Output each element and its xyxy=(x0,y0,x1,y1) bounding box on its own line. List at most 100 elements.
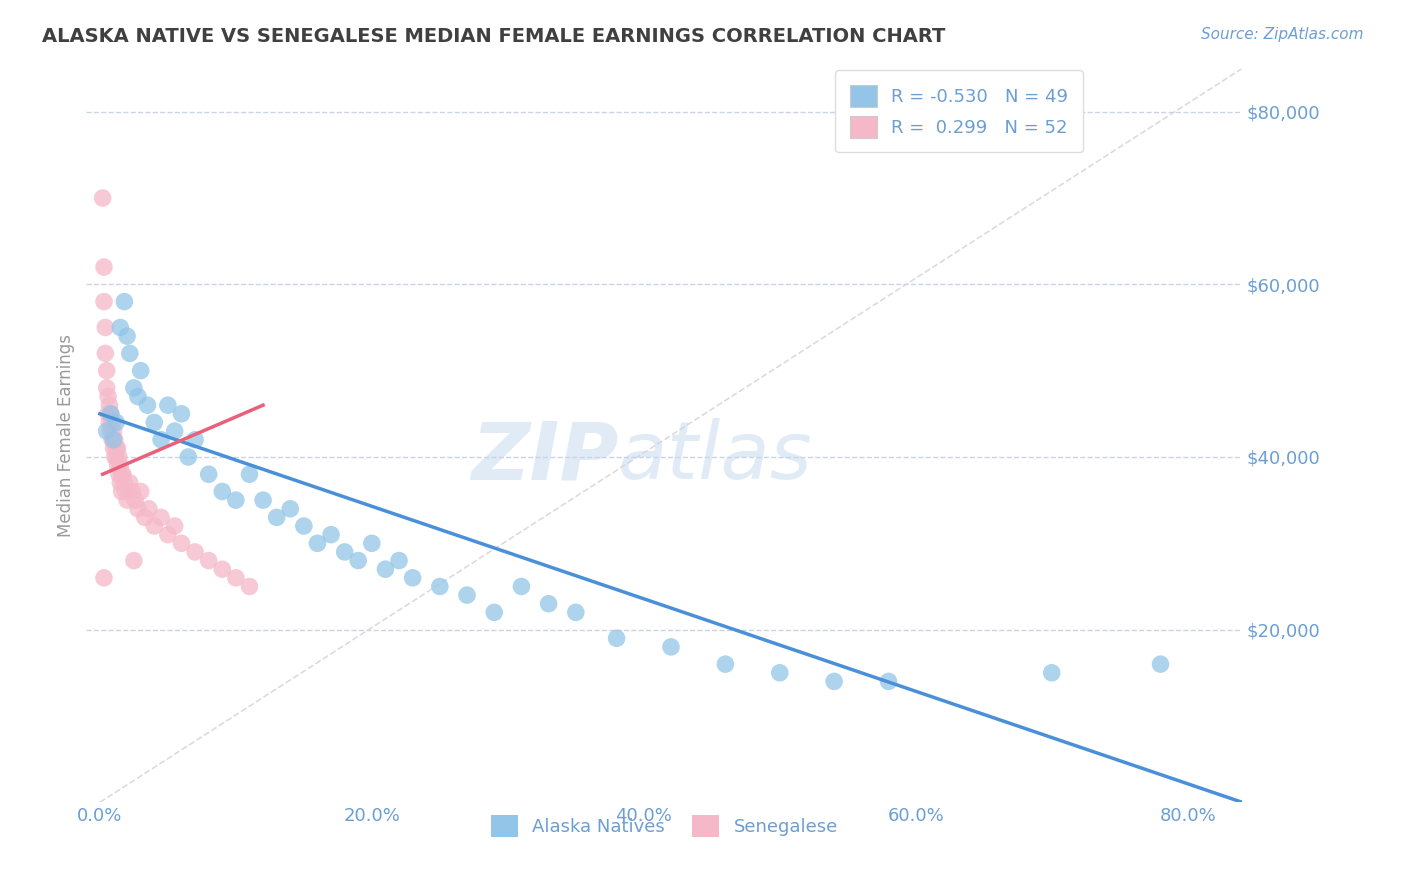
Point xyxy=(456,588,478,602)
Point xyxy=(107,458,129,473)
Point xyxy=(105,450,128,464)
Point xyxy=(108,450,131,464)
Point xyxy=(111,484,134,499)
Point xyxy=(252,493,274,508)
Point xyxy=(184,433,207,447)
Point xyxy=(103,442,125,456)
Point xyxy=(136,398,159,412)
Point xyxy=(163,519,186,533)
Point xyxy=(138,501,160,516)
Point xyxy=(103,424,125,438)
Point xyxy=(111,467,134,482)
Point xyxy=(97,407,120,421)
Point xyxy=(112,294,135,309)
Point xyxy=(101,416,124,430)
Point xyxy=(115,493,138,508)
Text: ZIP: ZIP xyxy=(471,418,619,497)
Point xyxy=(105,442,128,456)
Point xyxy=(1040,665,1063,680)
Point xyxy=(103,433,125,447)
Point xyxy=(211,484,233,499)
Point xyxy=(714,657,737,672)
Point xyxy=(118,346,141,360)
Point xyxy=(96,424,118,438)
Point xyxy=(347,553,370,567)
Point xyxy=(105,416,128,430)
Point xyxy=(484,605,506,619)
Point xyxy=(429,579,451,593)
Point xyxy=(211,562,233,576)
Point xyxy=(266,510,288,524)
Point xyxy=(110,458,132,473)
Point xyxy=(107,442,129,456)
Point xyxy=(278,501,301,516)
Point xyxy=(115,329,138,343)
Point xyxy=(177,450,200,464)
Point xyxy=(150,433,173,447)
Point xyxy=(100,407,122,421)
Point xyxy=(877,674,900,689)
Point xyxy=(124,493,146,508)
Point xyxy=(307,536,329,550)
Point xyxy=(127,390,149,404)
Point xyxy=(170,407,193,421)
Point xyxy=(184,545,207,559)
Point xyxy=(111,467,134,482)
Point xyxy=(156,398,179,412)
Legend: Alaska Natives, Senegalese: Alaska Natives, Senegalese xyxy=(484,808,845,845)
Point xyxy=(197,553,219,567)
Point xyxy=(98,416,121,430)
Text: atlas: atlas xyxy=(619,418,813,497)
Point xyxy=(1149,657,1171,672)
Point xyxy=(101,433,124,447)
Point xyxy=(122,553,145,567)
Point xyxy=(374,562,396,576)
Point xyxy=(225,493,247,508)
Point xyxy=(565,605,588,619)
Point xyxy=(104,450,127,464)
Point xyxy=(108,467,131,482)
Point xyxy=(93,260,115,274)
Point xyxy=(769,665,792,680)
Point xyxy=(292,519,315,533)
Point xyxy=(104,433,127,447)
Point xyxy=(100,424,122,438)
Point xyxy=(93,294,115,309)
Point xyxy=(112,475,135,490)
Y-axis label: Median Female Earnings: Median Female Earnings xyxy=(58,334,75,537)
Point xyxy=(118,475,141,490)
Point xyxy=(319,527,342,541)
Point xyxy=(127,501,149,516)
Point xyxy=(129,364,152,378)
Point xyxy=(98,398,121,412)
Point xyxy=(122,381,145,395)
Point xyxy=(91,191,114,205)
Point xyxy=(238,579,260,593)
Point xyxy=(510,579,533,593)
Point xyxy=(333,545,356,559)
Point xyxy=(96,381,118,395)
Point xyxy=(659,640,682,654)
Point xyxy=(110,320,132,334)
Text: ALASKA NATIVE VS SENEGALESE MEDIAN FEMALE EARNINGS CORRELATION CHART: ALASKA NATIVE VS SENEGALESE MEDIAN FEMAL… xyxy=(42,27,946,45)
Point xyxy=(97,390,120,404)
Point xyxy=(121,484,143,499)
Point xyxy=(225,571,247,585)
Point xyxy=(401,571,423,585)
Point xyxy=(114,484,136,499)
Point xyxy=(94,346,117,360)
Point xyxy=(197,467,219,482)
Point xyxy=(150,510,173,524)
Point xyxy=(96,364,118,378)
Point xyxy=(606,632,628,646)
Point xyxy=(129,484,152,499)
Point xyxy=(143,416,166,430)
Point xyxy=(163,424,186,438)
Point xyxy=(94,320,117,334)
Point xyxy=(110,475,132,490)
Point xyxy=(156,527,179,541)
Point xyxy=(143,519,166,533)
Point xyxy=(93,571,115,585)
Point xyxy=(100,407,122,421)
Point xyxy=(134,510,156,524)
